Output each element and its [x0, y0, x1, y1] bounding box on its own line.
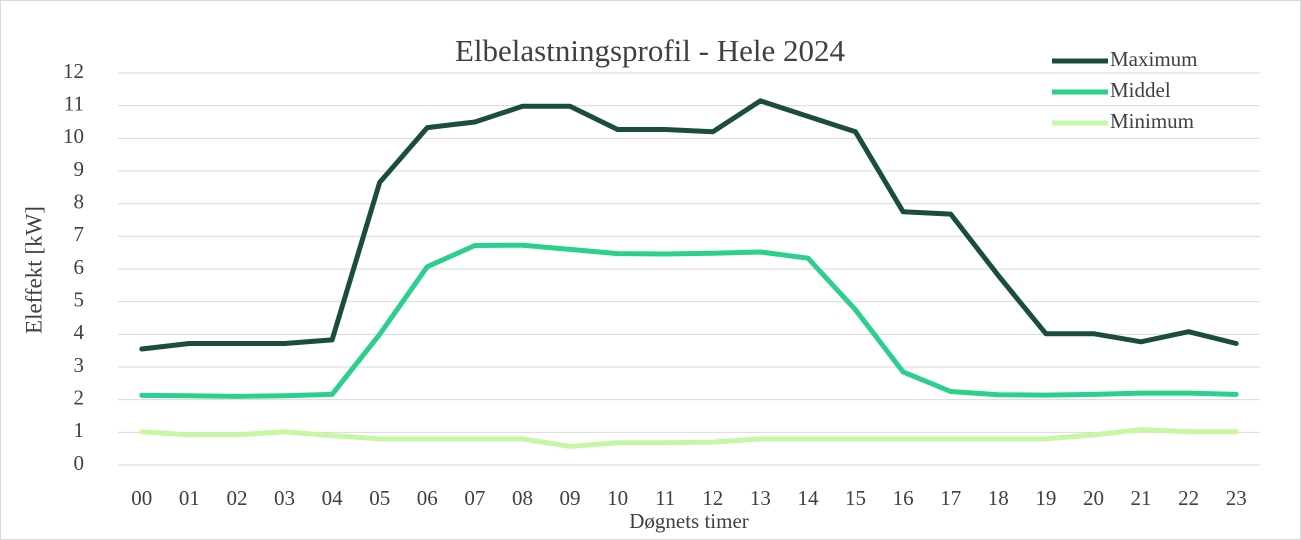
x-tick-label: 18: [988, 486, 1009, 510]
x-tick-label: 21: [1131, 486, 1152, 510]
x-tick-label: 00: [131, 486, 152, 510]
data-line: [139, 242, 1239, 399]
y-tick-label: 7: [74, 222, 85, 246]
y-tick-label: 1: [74, 418, 85, 442]
x-tick-label: 16: [893, 486, 914, 510]
y-tick-label: 10: [63, 124, 84, 148]
x-tick-label: 03: [274, 486, 295, 510]
y-tick-label: 2: [74, 385, 85, 409]
x-tick-label: 02: [226, 486, 247, 510]
data-line: [139, 427, 1239, 449]
y-tick-label: 0: [74, 451, 85, 475]
legend-label: Middel: [1110, 78, 1171, 102]
x-tick-label: 04: [322, 486, 344, 510]
x-axis-label: Døgnets timer: [629, 509, 749, 533]
x-tick-label: 13: [750, 486, 771, 510]
chart-title: Elbelastningsprofil - Hele 2024: [455, 33, 845, 68]
x-tick-label: 06: [417, 486, 438, 510]
y-axis-label: Eleffekt [kW]: [21, 206, 46, 334]
y-tick-label: 9: [74, 157, 85, 181]
x-tick-label: 19: [1035, 486, 1056, 510]
y-tick-label: 12: [63, 59, 84, 83]
y-tick-label: 3: [74, 353, 85, 377]
x-tick-label: 10: [607, 486, 628, 510]
x-tick-label: 12: [702, 486, 723, 510]
data-line: [139, 98, 1239, 352]
x-tick-label: 17: [940, 486, 961, 510]
legend-label: Maximum: [1110, 47, 1198, 71]
x-tick-label: 07: [464, 486, 485, 510]
x-tick-label: 05: [369, 486, 390, 510]
x-tick-label: 09: [560, 486, 581, 510]
y-tick-label: 6: [74, 255, 85, 279]
y-tick-label: 8: [74, 189, 85, 213]
x-tick-label: 23: [1226, 486, 1247, 510]
x-tick-label: 14: [797, 486, 819, 510]
y-tick-label: 11: [64, 91, 84, 115]
x-tick-label: 15: [845, 486, 866, 510]
y-tick-label: 4: [74, 320, 85, 344]
x-tick-label: 20: [1083, 486, 1104, 510]
x-tick-label: 01: [179, 486, 200, 510]
y-tick-label: 5: [74, 287, 85, 311]
x-tick-label: 22: [1178, 486, 1199, 510]
legend-label: Minimum: [1110, 109, 1194, 133]
x-tick-label: 08: [512, 486, 533, 510]
x-tick-label: 11: [655, 486, 675, 510]
